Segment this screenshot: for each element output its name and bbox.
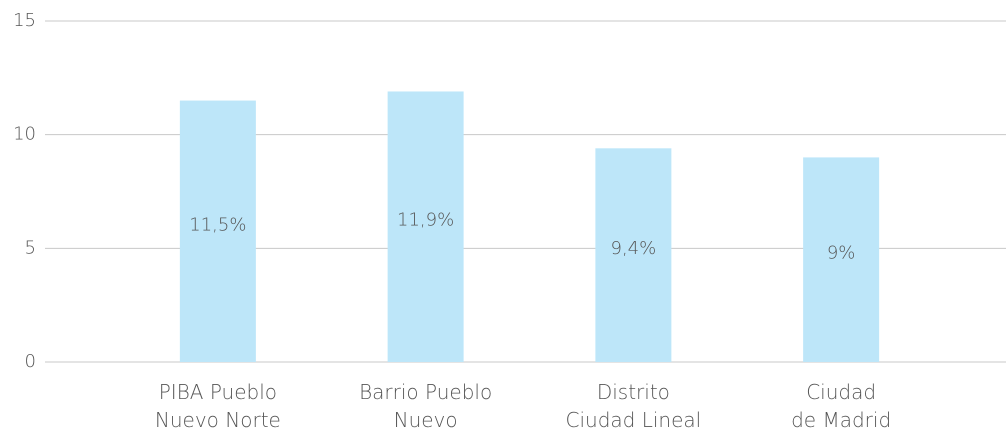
- x-tick-label: Distrito Ciudad Lineal: [566, 380, 702, 432]
- bar: [387, 91, 464, 363]
- y-tick-label: 10: [13, 124, 36, 145]
- value-label: 11,9%: [397, 210, 454, 231]
- value-label: 9%: [827, 243, 856, 264]
- x-tick-label: PIBA Pueblo Nuevo Norte: [155, 380, 281, 432]
- bar: [595, 148, 672, 362]
- bar: [803, 157, 880, 362]
- value-label: 9,4%: [611, 238, 657, 259]
- y-tick-label: 5: [25, 237, 36, 258]
- value-label: 11,5%: [189, 214, 246, 235]
- bar: [179, 100, 256, 363]
- x-tick-label: Ciudad de Madrid: [791, 380, 891, 432]
- y-tick-label: 0: [25, 351, 36, 372]
- y-tick-label: 15: [13, 10, 36, 31]
- x-tick-label: Barrio Pueblo Nuevo: [359, 380, 492, 432]
